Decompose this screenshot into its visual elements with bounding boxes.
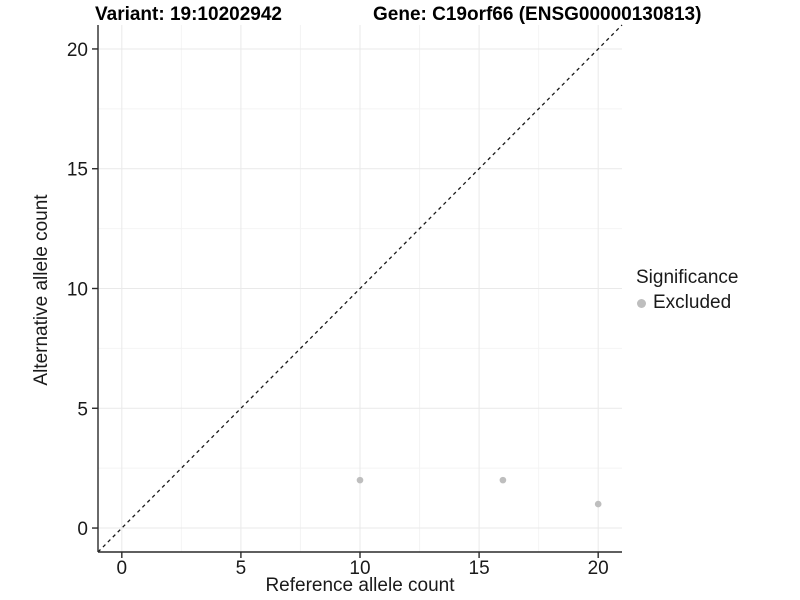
y-tick-label: 20 xyxy=(67,40,88,61)
data-point xyxy=(356,476,364,484)
y-axis-label: Alternative allele count xyxy=(31,194,52,386)
legend-title: Significance xyxy=(636,267,739,288)
y-tick-label: 5 xyxy=(77,399,88,420)
plot-title-gene: Gene: C19orf66 (ENSG00000130813) xyxy=(373,4,702,25)
y-tick-label: 15 xyxy=(67,160,88,181)
y-tick-label: 0 xyxy=(77,519,88,540)
y-tick-label: 10 xyxy=(67,280,88,301)
x-axis-label: Reference allele count xyxy=(265,575,455,596)
x-tick-label: 10 xyxy=(349,558,370,579)
legend: Significance Excluded xyxy=(636,267,738,314)
data-point xyxy=(594,500,602,508)
x-tick-label: 20 xyxy=(588,558,609,579)
data-point xyxy=(499,476,507,484)
x-tick-label: 5 xyxy=(236,558,247,579)
legend-key-dot-icon xyxy=(637,298,646,308)
plot-title-variant: Variant: 19:10202942 xyxy=(95,4,282,25)
x-tick-label: 15 xyxy=(469,558,490,579)
legend-item-excluded: Excluded xyxy=(636,292,738,314)
identity-line xyxy=(97,24,623,553)
x-tick-label: 0 xyxy=(117,558,128,579)
legend-item-label: Excluded xyxy=(653,292,732,313)
